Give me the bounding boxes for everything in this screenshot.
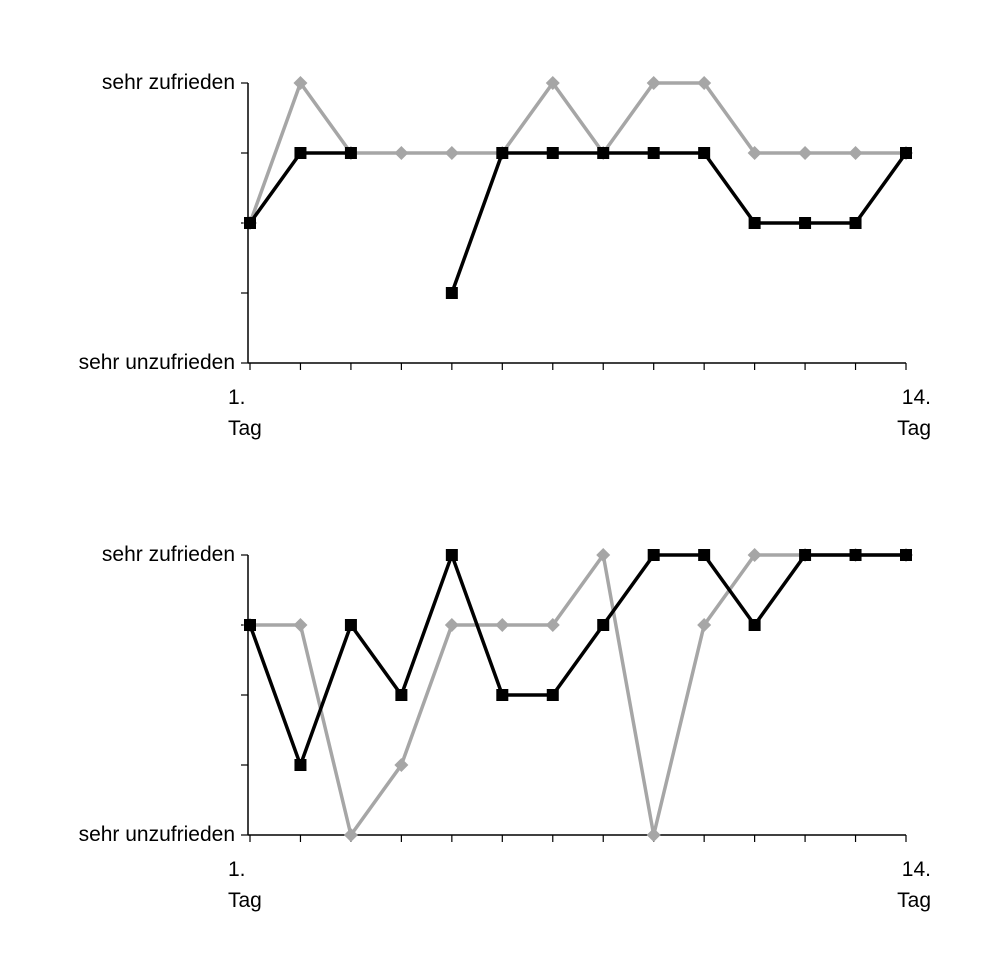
marker <box>445 287 458 299</box>
series-line <box>248 549 906 771</box>
marker <box>849 217 862 229</box>
marker <box>344 619 357 631</box>
marker <box>900 549 912 561</box>
marker <box>596 548 611 562</box>
marker <box>646 76 661 90</box>
y-tick-label: sehr unzufrieden <box>78 351 235 374</box>
x-tick-label: 1. Tag <box>228 386 262 440</box>
y-tick-label: sehr unzufrieden <box>78 823 235 846</box>
marker <box>597 619 610 631</box>
marker <box>546 147 559 159</box>
marker <box>343 828 358 842</box>
marker <box>647 147 660 159</box>
marker <box>748 619 761 631</box>
x-tick-label: 14. Tag <box>897 858 931 912</box>
marker <box>697 76 712 90</box>
marker <box>647 549 660 561</box>
marker <box>496 147 509 159</box>
series-line <box>250 550 906 840</box>
marker <box>244 619 256 631</box>
marker <box>293 618 308 632</box>
marker <box>900 147 912 159</box>
marker <box>344 147 357 159</box>
marker <box>294 759 307 771</box>
marker <box>444 618 459 632</box>
y-tick-label: sehr zufrieden <box>101 543 235 566</box>
marker <box>597 147 610 159</box>
marker <box>546 689 559 701</box>
marker <box>445 549 458 561</box>
x-tick-label: 14. Tag <box>897 386 931 440</box>
series-line <box>248 79 906 224</box>
marker <box>698 549 711 561</box>
marker <box>294 147 307 159</box>
marker <box>395 689 408 701</box>
marker <box>799 217 812 229</box>
marker <box>646 828 661 842</box>
marker <box>748 217 761 229</box>
marker <box>747 146 762 160</box>
marker <box>849 549 862 561</box>
marker <box>244 217 256 229</box>
x-tick-label: 1. Tag <box>228 858 262 912</box>
marker <box>545 618 560 632</box>
marker <box>444 146 459 160</box>
marker <box>848 146 863 160</box>
marker <box>798 146 813 160</box>
marker <box>293 76 308 90</box>
marker <box>496 689 509 701</box>
marker <box>394 758 409 772</box>
marker <box>697 618 712 632</box>
marker <box>747 548 762 562</box>
marker <box>394 146 409 160</box>
marker <box>799 549 812 561</box>
y-tick-label: sehr zufrieden <box>101 71 235 94</box>
marker <box>545 76 560 90</box>
marker <box>698 147 711 159</box>
marker <box>495 618 510 632</box>
